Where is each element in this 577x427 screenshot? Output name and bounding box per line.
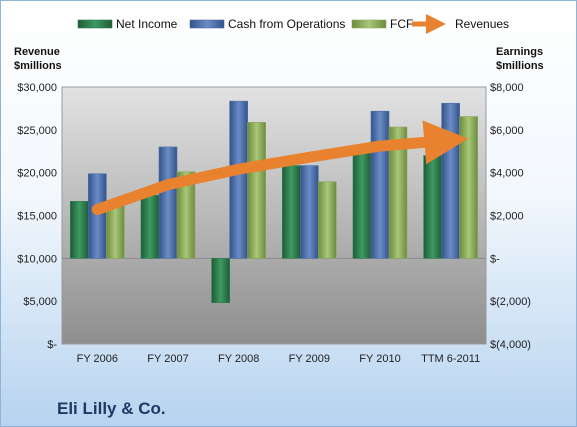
legend-label: Cash from Operations (228, 17, 345, 31)
fcf-bar (247, 122, 266, 259)
cash-from-operations-bar (88, 173, 107, 259)
x-tick-label: FY 2010 (359, 353, 400, 365)
cash-from-operations-bar (300, 165, 319, 259)
net-income-bar (423, 155, 442, 259)
right-tick-label: $4,000 (490, 168, 524, 180)
x-tick-label: FY 2008 (218, 353, 259, 365)
left-tick-label: $25,000 (17, 125, 57, 137)
cash-from-operations-bar (370, 110, 390, 259)
net-income-bar (352, 149, 372, 259)
right-tick-label: $(2,000) (490, 296, 531, 308)
right-tick-label: $8,000 (490, 82, 524, 94)
cash-from-operations-bar (229, 100, 248, 259)
left-tick-label: $30,000 (17, 82, 57, 94)
legend-swatch (351, 19, 387, 29)
net-income-bar (211, 258, 230, 303)
right-tick-label: $- (490, 253, 500, 265)
revenues-line (91, 120, 469, 216)
left-axis-title-line2: $millions (14, 60, 62, 72)
legend-label: Revenues (455, 17, 509, 31)
revenue-line-series (91, 120, 469, 216)
plot-area (61, 86, 487, 345)
fcf-bar (318, 181, 337, 259)
legend-label: FCF (390, 17, 413, 31)
cash-from-operations-bar (441, 102, 460, 259)
right-axis-title-line1: Earnings (496, 46, 543, 58)
left-tick-label: $10,000 (17, 253, 57, 265)
cash-from-operations-bar (158, 146, 178, 259)
company-title: Eli Lilly & Co. (57, 399, 166, 418)
legend-swatch (77, 19, 113, 29)
legend-label: Net Income (116, 17, 178, 31)
fcf-bar (176, 171, 196, 259)
x-axis-ticks: FY 2006 FY 2007 FY 2008 FY 2009 FY 2010 TTM 6… (77, 353, 481, 365)
net-income-bar (70, 201, 89, 259)
left-axis-title-line1: Revenue (14, 46, 60, 58)
net-income-bar (282, 165, 301, 259)
right-axis-ticks: $(4,000) $(2,000) $- $2,000 $4,000 $6,000 $8,0… (490, 82, 531, 351)
x-tick-label: FY 2007 (147, 353, 188, 365)
right-axis-title-line2: $millions (496, 60, 544, 72)
legend: Net Income Cash from Operations FCF Revenue… (77, 14, 509, 34)
right-tick-label: $2,000 (490, 211, 524, 223)
fcf-bar (388, 126, 408, 259)
left-axis-ticks: $- $5,000 $10,000 $15,000 $20,000 $25,000 $30,… (17, 82, 57, 351)
left-tick-label: $- (47, 339, 57, 351)
net-income-bar (140, 194, 160, 259)
left-tick-label: $15,000 (17, 211, 57, 223)
x-tick-label: FY 2009 (289, 353, 330, 365)
x-tick-label: FY 2006 (77, 353, 118, 365)
right-tick-label: $(4,000) (490, 339, 531, 351)
bar-series (70, 100, 478, 303)
legend-swatch (189, 19, 225, 29)
left-tick-label: $20,000 (17, 168, 57, 180)
right-tick-label: $6,000 (490, 125, 524, 137)
left-tick-label: $5,000 (23, 296, 57, 308)
x-tick-label: TTM 6-2011 (421, 353, 480, 365)
fcf-bar (459, 116, 478, 259)
